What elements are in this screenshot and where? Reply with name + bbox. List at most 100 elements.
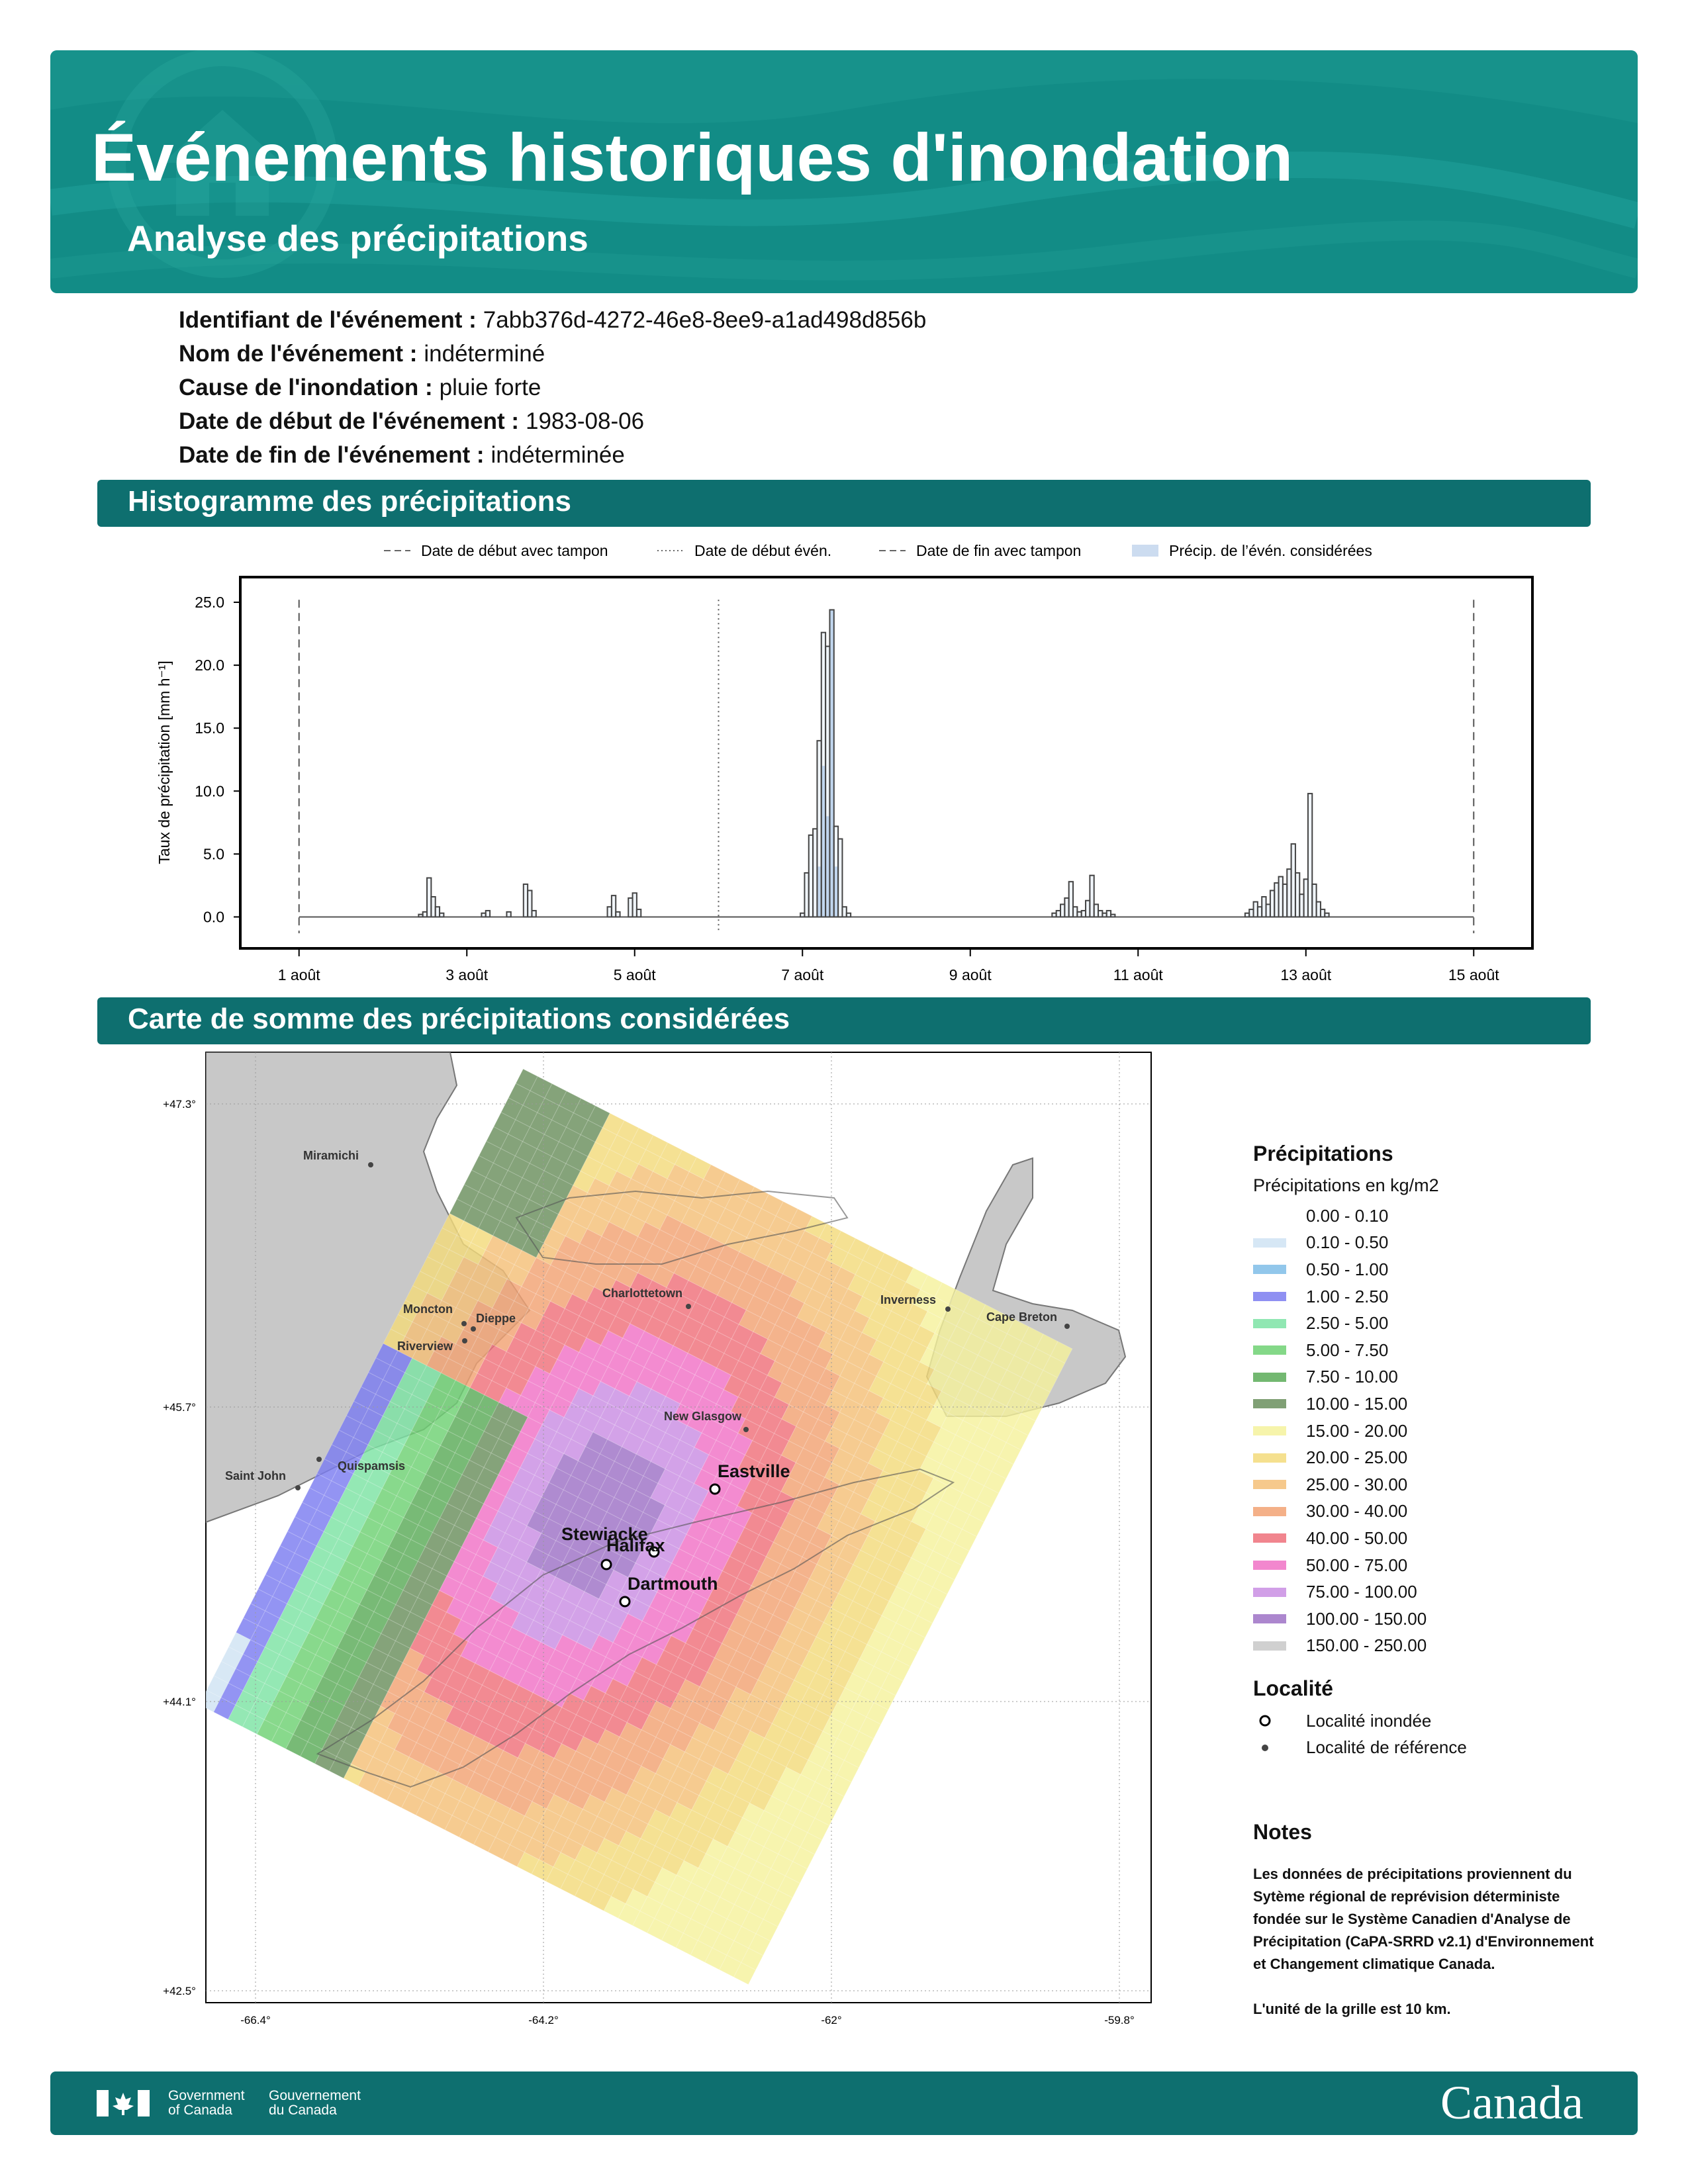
legend-class-item: 40.00 - 50.00 xyxy=(1253,1525,1467,1552)
x-tick-label: 5 août xyxy=(614,966,657,983)
legend-reference-locality: Localité de référence xyxy=(1253,1735,1467,1762)
legend-patch xyxy=(1132,545,1158,557)
legend-class-label: 7.50 - 10.00 xyxy=(1306,1367,1398,1387)
precip-bar xyxy=(506,911,512,918)
map-section-header: Carte de somme des précipitations consid… xyxy=(97,997,1591,1044)
reference-locality-marker xyxy=(295,1485,301,1490)
histogram-section-header: Histogramme des précipitations xyxy=(97,480,1591,527)
footer: Government of Canada Gouvernement du Canad… xyxy=(50,2071,1638,2135)
legend-swatch xyxy=(1253,1399,1286,1409)
reference-locality-marker xyxy=(945,1306,951,1312)
legend-class-label: 30.00 - 40.00 xyxy=(1306,1501,1408,1522)
legend-class-item: 150.00 - 250.00 xyxy=(1253,1633,1467,1660)
page-subtitle: Analyse des précipitations xyxy=(127,218,588,259)
legend-class-label: 20.00 - 25.00 xyxy=(1306,1447,1408,1468)
legend-class-label: 25.00 - 30.00 xyxy=(1306,1474,1408,1494)
precip-bar xyxy=(1068,881,1074,918)
reference-locality-label: Miramichi xyxy=(303,1149,359,1162)
event-name-row: Nom de l'événement : indéterminé xyxy=(179,341,545,367)
reference-locality-marker xyxy=(316,1457,322,1462)
legend-swatch xyxy=(1253,1587,1286,1597)
map-localities: Miramichi Moncton Dieppe Riverview Charlotte… xyxy=(225,1149,1070,1608)
histogram-plot-frame xyxy=(239,576,1534,950)
gov-fr: Gouvernement du Canada xyxy=(269,2088,361,2118)
legend-class-item: 75.00 - 100.00 xyxy=(1253,1578,1467,1606)
map-section-title: Carte de somme des précipitations consid… xyxy=(128,1003,790,1035)
event-bar xyxy=(821,766,826,917)
y-tick-label: 5.0 xyxy=(203,845,224,862)
x-tick-label: 15 août xyxy=(1448,966,1499,983)
x-tick-label: 7 août xyxy=(781,966,824,983)
precip-bar xyxy=(527,889,533,918)
flooded-locality-label: Halifax xyxy=(606,1535,665,1555)
reference-locality-label: Inverness xyxy=(880,1293,936,1306)
legend-class-item: 5.00 - 7.50 xyxy=(1253,1337,1467,1364)
locality-legend: Localité inondée Localité de référence xyxy=(1253,1707,1467,1761)
precip-bar xyxy=(837,838,843,918)
legend-swatch xyxy=(1253,1641,1286,1651)
header-banner: Événements historiques d'inondation Anal… xyxy=(50,50,1638,293)
canada-wordmark: Canada xyxy=(1440,2076,1583,2129)
legend-swatch xyxy=(1253,1265,1286,1275)
precip-bar xyxy=(1089,874,1095,918)
longitude-label: -64.2° xyxy=(528,2014,559,2026)
flooded-locality-marker xyxy=(648,1546,660,1558)
legend-class-item: 10.00 - 15.00 xyxy=(1253,1390,1467,1418)
flooded-locality-label: Stewiacke xyxy=(561,1524,648,1544)
event-bar xyxy=(829,610,834,917)
event-bar xyxy=(817,866,821,917)
legend-swatch xyxy=(1253,1614,1286,1624)
legend-subtitle: Précipitations en kg/m2 xyxy=(1253,1175,1439,1195)
legend-label: Date de début avec tampon xyxy=(421,542,608,559)
precip-bar xyxy=(1110,913,1116,918)
reference-locality-label: Cape Breton xyxy=(986,1310,1057,1324)
canada-flag-icon xyxy=(97,2090,150,2116)
flooded-locality-marker xyxy=(709,1483,721,1495)
histogram-section-title: Histogramme des précipitations xyxy=(128,485,571,518)
latitude-label: +44.1° xyxy=(163,1696,196,1708)
reference-locality-label: Riverview xyxy=(397,1340,453,1353)
precip-bar xyxy=(1307,793,1313,918)
legend-class-item: 20.00 - 25.00 xyxy=(1253,1444,1467,1471)
legend-class-item: 30.00 - 40.00 xyxy=(1253,1498,1467,1525)
reference-locality-marker xyxy=(368,1162,373,1167)
map-axis-labels: +47.3° +45.7° +44.1° +42.5° -66.4° -64.2° -62°… xyxy=(163,1098,1135,2026)
reference-locality-label: Quispamsis xyxy=(338,1459,405,1473)
event-bar xyxy=(833,866,839,917)
legend-class-label: 40.00 - 50.00 xyxy=(1306,1527,1408,1548)
latitude-label: +45.7° xyxy=(163,1401,196,1414)
precip-bar xyxy=(635,909,642,918)
x-tick-label: 3 août xyxy=(445,966,489,983)
legend-swatch xyxy=(1253,1426,1286,1436)
histogram-legend: Date de début avec tampon Date de début é… xyxy=(384,542,1372,559)
precip-bar xyxy=(610,895,617,918)
precip-bar xyxy=(531,909,537,918)
map-graticule xyxy=(206,1052,1151,2003)
precip-bar xyxy=(841,906,847,918)
reference-locality-marker xyxy=(462,1338,467,1343)
legend-class-item: 50.00 - 75.00 xyxy=(1253,1552,1467,1579)
event-bar xyxy=(825,816,830,917)
notes: Notes Les données de précipitations prov… xyxy=(1253,1820,1611,2021)
legend-class-item: 0.50 - 1.00 xyxy=(1253,1256,1467,1283)
legend-class-item: 100.00 - 150.00 xyxy=(1253,1606,1467,1633)
longitude-label: -66.4° xyxy=(240,2014,271,2026)
event-start-row: Date de début de l'événement :1983-08-06 xyxy=(179,408,645,434)
legend-class-label: 2.50 - 5.00 xyxy=(1306,1313,1389,1334)
legend-class-item: 25.00 - 30.00 xyxy=(1253,1471,1467,1498)
precip-bar xyxy=(632,892,637,918)
reference-locality-marker xyxy=(686,1304,691,1309)
precip-bar xyxy=(1324,912,1330,918)
legend-swatch xyxy=(1253,1318,1286,1328)
pei-coastline xyxy=(515,1190,849,1265)
precipitation-map: Miramichi Moncton Dieppe Riverview Charlotte… xyxy=(163,1052,1152,2026)
precipitation-histogram: Date de début avec tampon Date de début é… xyxy=(156,542,1534,983)
legend-label: Date de début évén. xyxy=(694,542,831,559)
legend-class-item: 0.00 - 0.10 xyxy=(1253,1203,1467,1230)
legend-flooded-locality: Localité inondée xyxy=(1253,1707,1467,1735)
event-info: Identifiant de l'événement :7abb376d-427… xyxy=(179,303,926,472)
legend-swatch xyxy=(1253,1372,1286,1382)
x-tick-label: 9 août xyxy=(949,966,992,983)
precip-bar xyxy=(615,911,621,918)
legend-class-label: 0.00 - 0.10 xyxy=(1306,1205,1389,1226)
